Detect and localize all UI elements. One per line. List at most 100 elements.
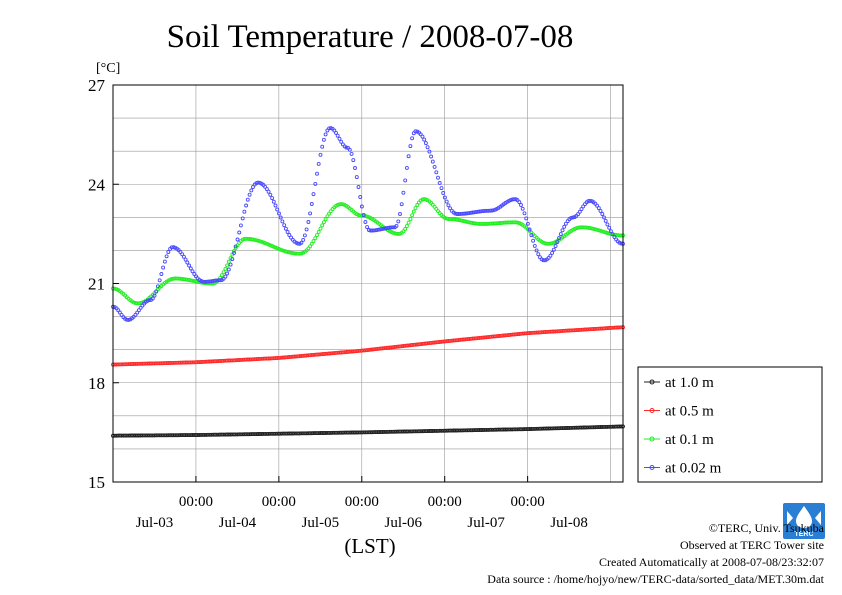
data-point [344, 145, 349, 150]
data-point [299, 431, 304, 436]
data-point [496, 221, 501, 226]
data-point [365, 430, 370, 435]
data-point [558, 232, 563, 237]
data-point [370, 347, 375, 352]
data-point [608, 229, 613, 234]
data-point [446, 203, 451, 208]
data-point [577, 209, 582, 214]
data-point [197, 360, 202, 365]
data-point [461, 219, 466, 224]
data-point [195, 433, 200, 437]
data-point [377, 346, 382, 351]
data-point [152, 293, 157, 298]
data-point [327, 430, 332, 435]
data-point [245, 197, 250, 202]
legend-marker [649, 379, 655, 385]
data-point [273, 203, 278, 208]
data-point [591, 327, 596, 331]
data-point [377, 227, 382, 232]
data-point [373, 228, 378, 233]
data-point [195, 360, 200, 365]
data-point [135, 361, 140, 366]
data-point [453, 428, 458, 433]
data-point [538, 330, 542, 335]
data-point [339, 430, 344, 435]
data-point [572, 425, 577, 430]
data-point [370, 430, 375, 435]
data-point [282, 223, 287, 228]
data-point [427, 149, 432, 154]
data-point [214, 432, 219, 437]
data-point [589, 226, 594, 231]
legend-box [637, 366, 823, 483]
data-point [418, 342, 423, 347]
data-point [138, 301, 143, 305]
data-point [550, 329, 555, 334]
data-point [225, 271, 230, 276]
data-point [264, 187, 269, 192]
data-point [335, 133, 340, 138]
data-point [320, 223, 325, 228]
data-point [546, 241, 551, 246]
data-point [479, 428, 484, 432]
data-point [429, 429, 434, 433]
data-point [147, 298, 152, 303]
data-point [410, 136, 415, 141]
data-point [316, 431, 321, 436]
data-point [451, 217, 456, 222]
data-point [249, 188, 254, 193]
data-point [551, 247, 556, 252]
data-point [532, 243, 537, 248]
data-point [491, 334, 496, 339]
data-point [136, 308, 141, 313]
data-point [299, 354, 304, 358]
data-point [323, 217, 328, 222]
data-point [394, 429, 399, 434]
data-point [277, 211, 281, 216]
data-point [301, 237, 306, 242]
data-point [380, 430, 385, 434]
data-point [513, 427, 518, 432]
data-point [479, 335, 484, 340]
data-point [337, 136, 342, 141]
series-at-0-02-m [111, 126, 625, 322]
data-point [608, 325, 613, 330]
data-point [522, 211, 527, 216]
data-point [404, 224, 409, 229]
legend: at 1.0 m at 0.5 m at 0.1 m at 0.02 m [637, 366, 823, 483]
data-point [223, 274, 228, 279]
data-point [154, 289, 159, 294]
data-point [519, 427, 523, 432]
data-point [475, 209, 480, 214]
data-point [555, 240, 560, 245]
data-point [166, 433, 171, 438]
data-point [432, 164, 437, 169]
data-point [268, 431, 273, 436]
data-point [185, 360, 190, 365]
data-point [306, 220, 311, 224]
data-point [467, 211, 472, 216]
data-point [171, 276, 176, 281]
data-point [308, 211, 313, 216]
data-point [403, 227, 408, 231]
data-point [353, 349, 357, 354]
data-point [178, 360, 183, 365]
data-point [434, 170, 439, 175]
data-point [321, 137, 326, 142]
data-point [176, 433, 181, 438]
data-point [415, 203, 420, 207]
data-point [194, 279, 198, 284]
data-point [240, 216, 245, 221]
data-point [313, 236, 318, 241]
data-point [453, 217, 458, 222]
data-point [251, 185, 255, 189]
data-point [389, 429, 394, 434]
data-point [347, 147, 352, 152]
data-point [392, 345, 397, 349]
data-point [136, 301, 141, 306]
data-point [283, 249, 288, 254]
data-point [351, 430, 356, 435]
data-point [223, 266, 228, 271]
data-point [448, 338, 453, 343]
data-point [596, 425, 601, 430]
